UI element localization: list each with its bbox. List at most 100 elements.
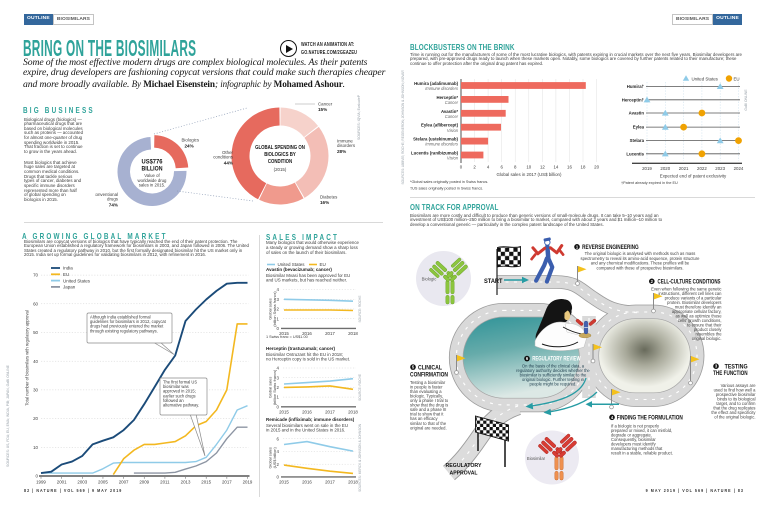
svg-text:Conventional: Conventional xyxy=(95,192,118,197)
svg-text:CELL-CULTURE CONDITIONS: CELL-CULTURE CONDITIONS xyxy=(658,279,721,286)
svg-text:The first formal US: The first formal US xyxy=(163,380,197,385)
svg-text:biosimilar is sufficiently sim: biosimilar is sufficiently similar to th… xyxy=(520,373,587,378)
svg-text:FINDING THE FORMULATION: FINDING THE FORMULATION xyxy=(617,415,683,422)
svg-text:3: 3 xyxy=(277,297,280,302)
svg-text:16%: 16% xyxy=(320,200,329,205)
svg-text:44%: 44% xyxy=(224,161,233,166)
svg-text:US$776: US$776 xyxy=(142,159,163,166)
svg-text:2018: 2018 xyxy=(348,409,358,414)
svg-text:2018: 2018 xyxy=(348,479,358,484)
svg-text:Stelara (ustekinumab): Stelara (ustekinumab) xyxy=(413,137,458,142)
svg-text:BILLION: BILLION xyxy=(142,166,163,173)
svg-text:2017: 2017 xyxy=(222,480,232,485)
svg-text:4: 4 xyxy=(277,287,280,292)
svg-text:0: 0 xyxy=(277,326,280,331)
svg-text:of the original biologic.: of the original biologic. xyxy=(714,415,755,420)
svg-text:2013: 2013 xyxy=(181,480,191,485)
svg-text:Lucentis: Lucentis xyxy=(626,151,644,156)
svg-text:2021: 2021 xyxy=(679,166,689,171)
svg-text:4: 4 xyxy=(487,165,490,170)
svg-text:On the basis of the clinical d: On the basis of the clinical data, a xyxy=(522,364,585,369)
svg-text:Cancer: Cancer xyxy=(318,102,333,107)
svg-text:2017: 2017 xyxy=(325,479,335,484)
svg-text:Japan: Japan xyxy=(63,285,76,290)
svg-text:Consequently, biosimilar: Consequently, biosimilar xyxy=(611,437,656,442)
svg-text:THE FUNCTION: THE FUNCTION xyxy=(713,370,748,377)
svg-text:GLOBAL SPENDING ON: GLOBAL SPENDING ON xyxy=(255,144,305,151)
svg-text:CONFIRMATION: CONFIRMATION xyxy=(410,371,448,378)
svg-text:India: India xyxy=(63,266,73,271)
svg-text:than evaluating a: than evaluating a xyxy=(410,389,442,394)
svg-text:Biosimilar Mvasi has been appr: Biosimilar Mvasi has been approved for E… xyxy=(266,273,350,278)
svg-text:original biologic.: original biologic. xyxy=(692,336,722,341)
svg-text:2016: 2016 xyxy=(302,331,312,336)
svg-text:2023: 2023 xyxy=(715,166,725,171)
svg-text:SOURCE: ROCHE: SOURCE: ROCHE xyxy=(358,374,362,401)
svg-text:REGULATORY REVIEW: REGULATORY REVIEW xyxy=(532,356,581,363)
svg-text:through existing regulatory pa: through existing regulatory pathways. xyxy=(90,328,158,333)
svg-text:4: 4 xyxy=(611,415,614,420)
svg-text:3: 3 xyxy=(715,364,718,369)
svg-text:cells’ growth conditions,: cells’ growth conditions, xyxy=(678,318,722,323)
svg-text:Herceptin (trastuzumab; cancer: Herceptin (trastuzumab; cancer) xyxy=(266,346,336,351)
svg-text:74%: 74% xyxy=(109,202,118,207)
svg-text:Lucentis (ranibizumab): Lucentis (ranibizumab) xyxy=(411,151,459,156)
svg-text:20: 20 xyxy=(33,416,38,421)
svg-text:40: 40 xyxy=(33,359,38,364)
svg-text:Avastin*: Avastin* xyxy=(441,109,458,114)
svg-text:approved in 2015;: approved in 2015; xyxy=(163,389,196,394)
svg-text:followed an: followed an xyxy=(163,398,184,403)
svg-text:United States: United States xyxy=(692,76,719,81)
svg-text:70: 70 xyxy=(33,273,38,278)
svg-text:Total number of biosimilars wi: Total number of biosimilars with regulat… xyxy=(25,310,30,405)
svg-text:REGULATORY: REGULATORY xyxy=(446,463,482,469)
svg-text:2016: 2016 xyxy=(302,409,312,414)
svg-text:APPROVAL: APPROVAL xyxy=(450,470,478,476)
svg-text:Even when following the same g: Even when following the same genetic xyxy=(651,286,721,291)
svg-text:TESTING: TESTING xyxy=(725,364,748,371)
svg-text:Vision: Vision xyxy=(447,128,459,133)
svg-text:2009: 2009 xyxy=(139,480,149,485)
svg-text:Global sales: Global sales xyxy=(268,447,273,468)
svg-text:CONDITION: CONDITION xyxy=(268,158,293,165)
svg-text:1: 1 xyxy=(277,395,280,400)
svg-text:1999: 1999 xyxy=(36,480,46,485)
svg-text:†US sales originally posted in: †US sales originally posted in Swiss fra… xyxy=(410,186,483,190)
svg-text:used to find how well a: used to find how well a xyxy=(714,388,757,393)
svg-text:resembles the: resembles the xyxy=(695,331,722,336)
svg-text:2: 2 xyxy=(277,385,280,390)
svg-text:6: 6 xyxy=(526,356,529,361)
svg-text:20: 20 xyxy=(594,165,599,170)
svg-text:2017: 2017 xyxy=(325,331,335,336)
svg-text:Other: Other xyxy=(222,150,234,155)
svg-text:the effect and specificity: the effect and specificity xyxy=(711,410,756,415)
svg-text:earlier such drugs: earlier such drugs xyxy=(163,393,196,398)
svg-text:SOURCES: ABBVIE; ROCHE; REGENE: SOURCES: ABBVIE; ROCHE; REGENERON; JOHNS… xyxy=(401,70,405,185)
svg-text:binds to its biological: binds to its biological xyxy=(717,397,755,402)
svg-text:Herceptin*: Herceptin* xyxy=(437,95,459,100)
svg-text:2019: 2019 xyxy=(642,166,652,171)
svg-text:3: 3 xyxy=(277,375,280,380)
svg-text:Global sales in 2017 (US$ bill: Global sales in 2017 (US$ billion) xyxy=(497,172,562,177)
svg-text:trial to show that it: trial to show that it xyxy=(410,412,444,417)
svg-text:2: 2 xyxy=(277,307,280,312)
svg-text:2022: 2022 xyxy=(697,166,707,171)
svg-text:United States: United States xyxy=(278,262,306,267)
svg-text:8: 8 xyxy=(514,165,517,170)
svg-text:disorders: disorders xyxy=(337,143,356,148)
svg-text:(2015): (2015) xyxy=(274,167,287,172)
svg-text:0: 0 xyxy=(277,404,280,409)
svg-text:guidelines for biosimilars in: guidelines for biosimilars in 2012, copy… xyxy=(90,319,167,324)
svg-text:Biosimilar: Biosimilar xyxy=(527,456,546,461)
svg-text:worldwide drug: worldwide drug xyxy=(138,178,168,183)
svg-text:2019: 2019 xyxy=(243,480,253,485)
svg-text:2015: 2015 xyxy=(201,480,211,485)
svg-text:Avastin: Avastin xyxy=(629,111,645,116)
svg-text:in people is faster: in people is faster xyxy=(410,384,443,389)
svg-text:has an efficacy: has an efficacy xyxy=(410,416,438,421)
svg-text:instructions, different cell l: instructions, different cell lines can xyxy=(659,291,723,296)
svg-text:compared with those of prospec: compared with those of prospective biosi… xyxy=(597,265,684,270)
svg-text:only a phase I trial to: only a phase I trial to xyxy=(410,398,449,403)
svg-text:Expected end of patent exclusi: Expected end of patent exclusivity xyxy=(660,174,727,179)
svg-text:Biologic: Biologic xyxy=(422,277,437,282)
